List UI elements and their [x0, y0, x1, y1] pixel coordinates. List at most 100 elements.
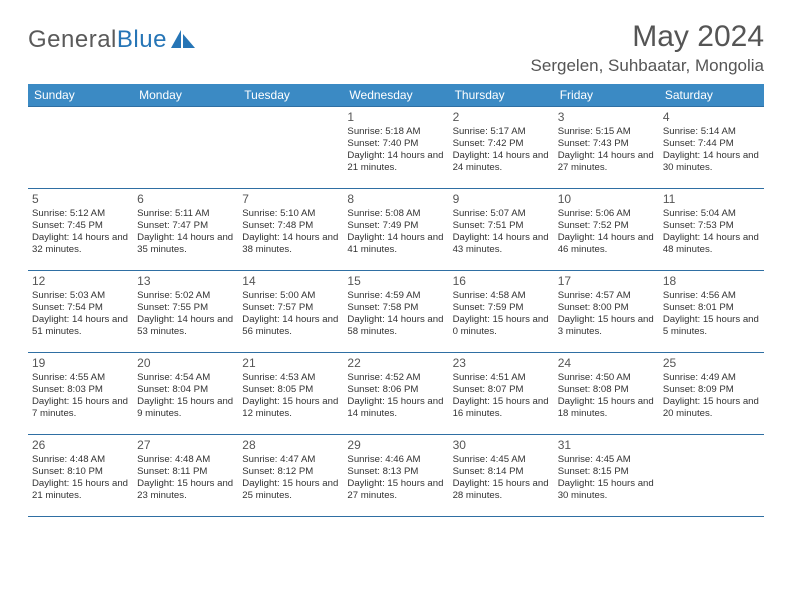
- day-cell: 23 Sunrise: 4:51 AMSunset: 8:07 PMDayligh…: [449, 353, 554, 435]
- dow-tuesday: Tuesday: [238, 84, 343, 107]
- dow-wednesday: Wednesday: [343, 84, 448, 107]
- empty-cell: [238, 107, 343, 189]
- dow-saturday: Saturday: [659, 84, 764, 107]
- day-number: 16: [453, 274, 550, 288]
- day-cell: 11 Sunrise: 5:04 AMSunset: 7:53 PMDayligh…: [659, 189, 764, 271]
- day-info: Sunrise: 5:02 AMSunset: 7:55 PMDaylight:…: [137, 290, 234, 338]
- day-cell: 12Sunrise: 5:03 AMSunset: 7:54 PMDayligh…: [28, 271, 133, 353]
- day-cell: 13Sunrise: 5:02 AMSunset: 7:55 PMDayligh…: [133, 271, 238, 353]
- day-info: Sunrise: 4:49 AMSunset: 8:09 PMDaylight:…: [663, 372, 760, 420]
- day-number: 29: [347, 438, 444, 452]
- day-cell: 27 Sunrise: 4:48 AMSunset: 8:11 PMDayligh…: [133, 435, 238, 517]
- brand-logo: GeneralBlue: [28, 20, 195, 54]
- day-number: 24: [558, 356, 655, 370]
- day-cell: 16 Sunrise: 4:58 AMSunset: 7:59 PMDayligh…: [449, 271, 554, 353]
- day-number: 8: [347, 192, 444, 206]
- day-info: Sunrise: 4:57 AMSunset: 8:00 PMDaylight:…: [558, 290, 655, 338]
- day-number: 1: [347, 110, 444, 124]
- month-title: May 2024: [531, 20, 764, 54]
- day-info: Sunrise: 4:53 AMSunset: 8:05 PMDaylight:…: [242, 372, 339, 420]
- dow-sunday: Sunday: [28, 84, 133, 107]
- day-info: Sunrise: 5:17 AMSunset: 7:42 PMDaylight:…: [453, 126, 550, 174]
- day-cell: 28 Sunrise: 4:47 AMSunset: 8:12 PMDayligh…: [238, 435, 343, 517]
- day-number: 18: [663, 274, 760, 288]
- day-cell: 21 Sunrise: 4:53 AMSunset: 8:05 PMDayligh…: [238, 353, 343, 435]
- day-cell: 7Sunrise: 5:10 AMSunset: 7:48 PMDaylight…: [238, 189, 343, 271]
- day-info: Sunrise: 4:46 AMSunset: 8:13 PMDaylight:…: [347, 454, 444, 502]
- day-info: Sunrise: 4:48 AMSunset: 8:11 PMDaylight:…: [137, 454, 234, 502]
- day-cell: 15Sunrise: 4:59 AMSunset: 7:58 PMDayligh…: [343, 271, 448, 353]
- dow-monday: Monday: [133, 84, 238, 107]
- header: GeneralBlue May 2024 Sergelen, Suhbaatar…: [28, 20, 764, 76]
- calendar-body: 1 Sunrise: 5:18 AMSunset: 7:40 PMDaylight…: [28, 107, 764, 517]
- day-info: Sunrise: 5:04 AMSunset: 7:53 PMDaylight:…: [663, 208, 760, 256]
- day-cell: 4Sunrise: 5:14 AMSunset: 7:44 PMDaylight…: [659, 107, 764, 189]
- day-number: 17: [558, 274, 655, 288]
- day-info: Sunrise: 5:12 AMSunset: 7:45 PMDaylight:…: [32, 208, 129, 256]
- day-number: 22: [347, 356, 444, 370]
- day-number: 9: [453, 192, 550, 206]
- day-number: 23: [453, 356, 550, 370]
- day-cell: 26Sunrise: 4:48 AMSunset: 8:10 PMDayligh…: [28, 435, 133, 517]
- day-number: 21: [242, 356, 339, 370]
- day-number: 12: [32, 274, 129, 288]
- day-number: 3: [558, 110, 655, 124]
- day-info: Sunrise: 4:45 AMSunset: 8:15 PMDaylight:…: [558, 454, 655, 502]
- calendar-row: 19Sunrise: 4:55 AMSunset: 8:03 PMDayligh…: [28, 353, 764, 435]
- day-cell: 22 Sunrise: 4:52 AMSunset: 8:06 PMDayligh…: [343, 353, 448, 435]
- day-info: Sunrise: 5:11 AMSunset: 7:47 PMDaylight:…: [137, 208, 234, 256]
- day-info: Sunrise: 5:07 AMSunset: 7:51 PMDaylight:…: [453, 208, 550, 256]
- day-info: Sunrise: 4:54 AMSunset: 8:04 PMDaylight:…: [137, 372, 234, 420]
- day-info: Sunrise: 4:55 AMSunset: 8:03 PMDaylight:…: [32, 372, 129, 420]
- day-cell: 9 Sunrise: 5:07 AMSunset: 7:51 PMDaylight…: [449, 189, 554, 271]
- page: GeneralBlue May 2024 Sergelen, Suhbaatar…: [0, 0, 792, 537]
- day-cell: 6 Sunrise: 5:11 AMSunset: 7:47 PMDaylight…: [133, 189, 238, 271]
- day-info: Sunrise: 4:59 AMSunset: 7:58 PMDaylight:…: [347, 290, 444, 338]
- day-info: Sunrise: 4:52 AMSunset: 8:06 PMDaylight:…: [347, 372, 444, 420]
- day-cell: 14Sunrise: 5:00 AMSunset: 7:57 PMDayligh…: [238, 271, 343, 353]
- day-number: 14: [242, 274, 339, 288]
- dow-friday: Friday: [554, 84, 659, 107]
- day-info: Sunrise: 4:51 AMSunset: 8:07 PMDaylight:…: [453, 372, 550, 420]
- day-info: Sunrise: 4:50 AMSunset: 8:08 PMDaylight:…: [558, 372, 655, 420]
- day-cell: 24 Sunrise: 4:50 AMSunset: 8:08 PMDayligh…: [554, 353, 659, 435]
- day-cell: 8Sunrise: 5:08 AMSunset: 7:49 PMDaylight…: [343, 189, 448, 271]
- dow-thursday: Thursday: [449, 84, 554, 107]
- day-cell: 10 Sunrise: 5:06 AMSunset: 7:52 PMDayligh…: [554, 189, 659, 271]
- title-block: May 2024 Sergelen, Suhbaatar, Mongolia: [531, 20, 764, 76]
- day-cell: 18 Sunrise: 4:56 AMSunset: 8:01 PMDayligh…: [659, 271, 764, 353]
- day-number: 5: [32, 192, 129, 206]
- day-info: Sunrise: 4:47 AMSunset: 8:12 PMDaylight:…: [242, 454, 339, 502]
- day-cell: 30 Sunrise: 4:45 AMSunset: 8:14 PMDayligh…: [449, 435, 554, 517]
- day-info: Sunrise: 4:56 AMSunset: 8:01 PMDaylight:…: [663, 290, 760, 338]
- day-cell: 5 Sunrise: 5:12 AMSunset: 7:45 PMDaylight…: [28, 189, 133, 271]
- day-number: 6: [137, 192, 234, 206]
- day-number: 4: [663, 110, 760, 124]
- day-cell: 31Sunrise: 4:45 AMSunset: 8:15 PMDayligh…: [554, 435, 659, 517]
- day-number: 28: [242, 438, 339, 452]
- empty-cell: [28, 107, 133, 189]
- calendar-row: 1 Sunrise: 5:18 AMSunset: 7:40 PMDaylight…: [28, 107, 764, 189]
- day-cell: 20 Sunrise: 4:54 AMSunset: 8:04 PMDayligh…: [133, 353, 238, 435]
- day-cell: 17 Sunrise: 4:57 AMSunset: 8:00 PMDayligh…: [554, 271, 659, 353]
- day-info: Sunrise: 5:18 AMSunset: 7:40 PMDaylight:…: [347, 126, 444, 174]
- empty-cell: [659, 435, 764, 517]
- empty-cell: [133, 107, 238, 189]
- day-info: Sunrise: 5:10 AMSunset: 7:48 PMDaylight:…: [242, 208, 339, 256]
- day-info: Sunrise: 5:06 AMSunset: 7:52 PMDaylight:…: [558, 208, 655, 256]
- day-info: Sunrise: 4:58 AMSunset: 7:59 PMDaylight:…: [453, 290, 550, 338]
- day-number: 25: [663, 356, 760, 370]
- calendar-table: Sunday Monday Tuesday Wednesday Thursday…: [28, 84, 764, 517]
- day-number: 11: [663, 192, 760, 206]
- day-number: 30: [453, 438, 550, 452]
- day-number: 10: [558, 192, 655, 206]
- day-cell: 2Sunrise: 5:17 AMSunset: 7:42 PMDaylight…: [449, 107, 554, 189]
- calendar-row: 26Sunrise: 4:48 AMSunset: 8:10 PMDayligh…: [28, 435, 764, 517]
- day-number: 26: [32, 438, 129, 452]
- day-cell: 19Sunrise: 4:55 AMSunset: 8:03 PMDayligh…: [28, 353, 133, 435]
- day-number: 27: [137, 438, 234, 452]
- day-number: 20: [137, 356, 234, 370]
- day-info: Sunrise: 4:45 AMSunset: 8:14 PMDaylight:…: [453, 454, 550, 502]
- day-cell: 25 Sunrise: 4:49 AMSunset: 8:09 PMDayligh…: [659, 353, 764, 435]
- sail-icon: [171, 30, 195, 50]
